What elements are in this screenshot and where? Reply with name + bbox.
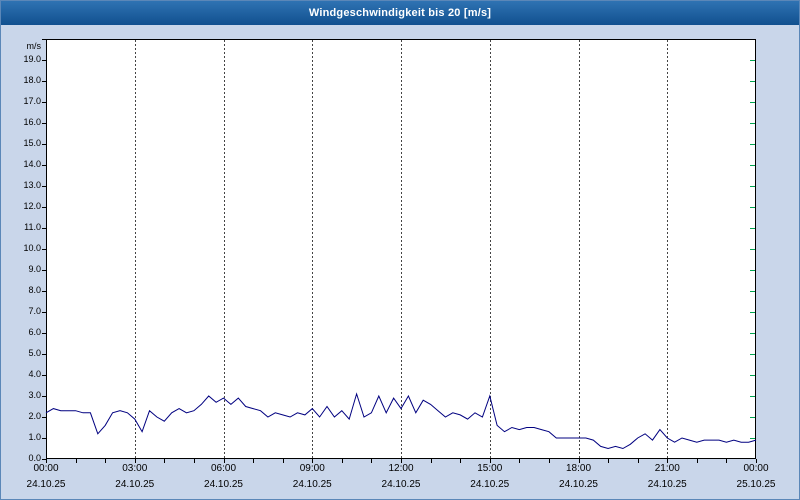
y-axis-label: 4.0 (28, 369, 41, 379)
x-axis-date-label: 24.10.25 (559, 479, 598, 490)
x-axis-date-label: 24.10.25 (470, 479, 510, 490)
x-axis-date-label: 24.10.25 (26, 479, 66, 490)
x-axis-time-label: 00:00 (743, 463, 769, 474)
y-axis-label: 9.0 (28, 264, 41, 274)
y-axis-label: 2.0 (28, 411, 41, 421)
y-axis-label: 7.0 (28, 306, 41, 316)
y-axis-label: 10.0 (23, 243, 41, 253)
y-axis-label: 18.0 (23, 75, 41, 85)
x-axis-date-label: 24.10.25 (647, 479, 687, 490)
y-axis-label: 0.0 (28, 453, 41, 463)
x-axis-time-label: 18:00 (565, 463, 592, 474)
y-axis-unit-label: m/s (26, 41, 42, 51)
y-axis-label: 8.0 (28, 285, 41, 295)
x-axis-time-label: 12:00 (388, 463, 414, 474)
y-axis-label: 3.0 (28, 390, 41, 400)
y-axis-label: 13.0 (23, 180, 41, 190)
y-axis-label: 12.0 (23, 201, 41, 211)
x-axis-date-label: 24.10.25 (292, 479, 332, 490)
x-axis-date-label: 24.10.25 (204, 479, 243, 490)
wind-speed-line (45, 392, 757, 450)
x-axis-time-label: 15:00 (477, 463, 503, 474)
y-axis-label: 11.0 (24, 222, 41, 232)
x-axis-time-label: 21:00 (654, 463, 680, 474)
y-axis-label: 14.0 (23, 159, 41, 169)
x-axis-time-label: 03:00 (122, 463, 148, 474)
y-axis-label: 5.0 (28, 348, 41, 358)
y-axis-label: 6.0 (28, 327, 41, 337)
y-axis-label: 19.0 (23, 54, 41, 64)
y-axis-label: 16.0 (23, 117, 41, 127)
x-axis-time-label: 09:00 (299, 463, 325, 474)
chart-title-bar: Windgeschwindigkeit bis 20 [m/s] (1, 1, 799, 25)
x-axis-time-label: 06:00 (210, 463, 237, 474)
y-axis-label: 15.0 (23, 138, 41, 148)
y-axis-label: 1.0 (28, 432, 41, 442)
chart-title: Windgeschwindigkeit bis 20 [m/s] (308, 7, 492, 19)
x-axis-date-label: 24.10.25 (115, 479, 155, 490)
x-axis-time-label: 00:00 (33, 463, 59, 474)
x-axis-date-label: 25.10.25 (736, 479, 776, 490)
y-axis-label: 17.0 (23, 96, 41, 106)
x-axis-date-label: 24.10.25 (381, 479, 421, 490)
